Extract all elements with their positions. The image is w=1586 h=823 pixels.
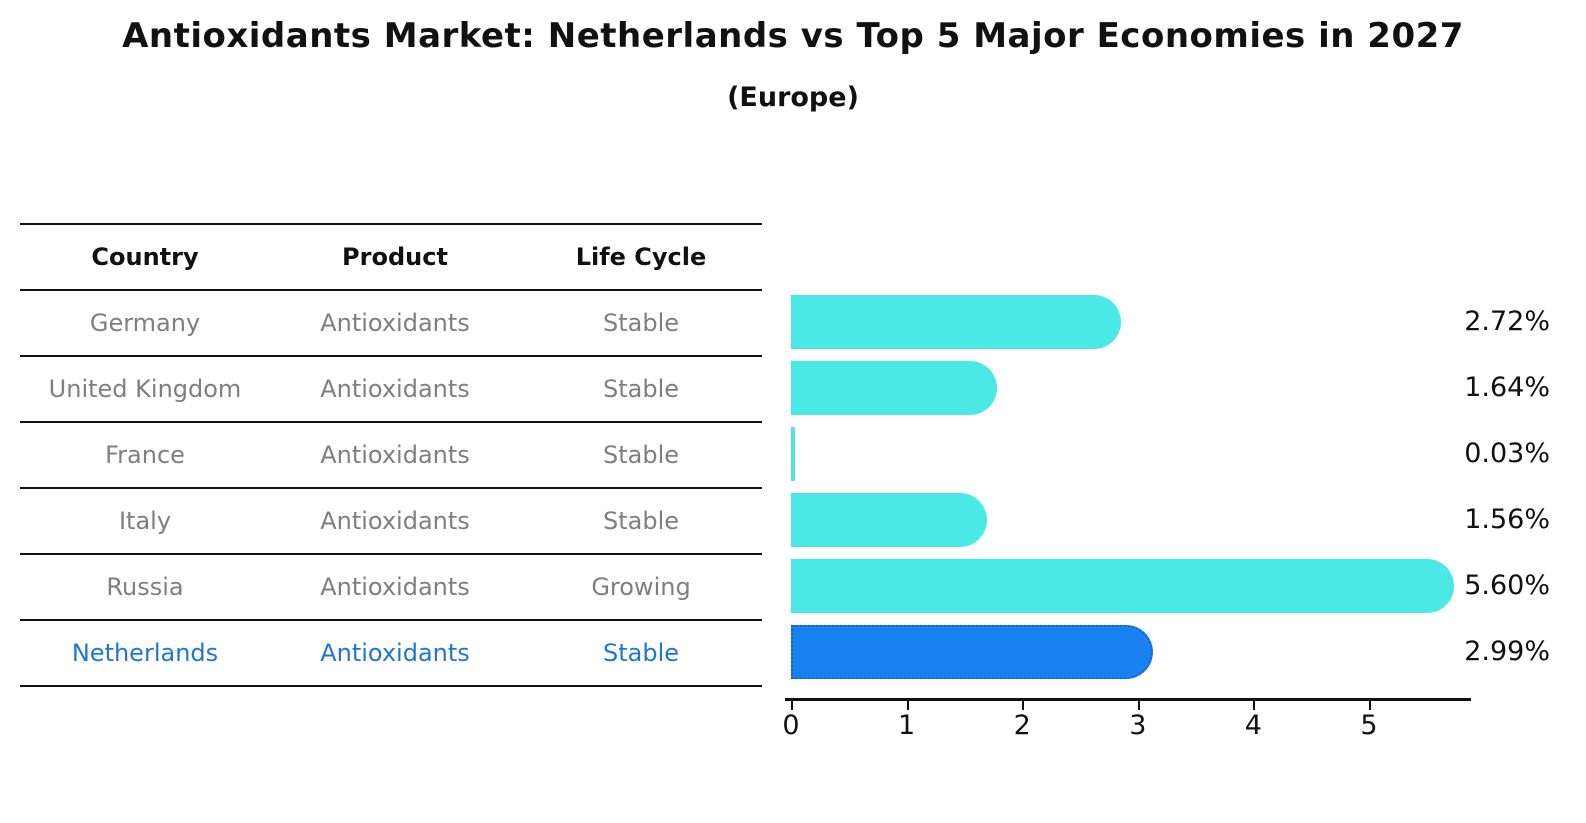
bar-row bbox=[791, 619, 1471, 685]
value-label: 2.99% bbox=[1464, 636, 1550, 667]
x-tick-label: 2 bbox=[1013, 710, 1031, 741]
lifecycle-cell: Growing bbox=[591, 573, 691, 601]
value-label: 0.03% bbox=[1464, 438, 1550, 469]
x-tick-mark bbox=[1369, 701, 1371, 710]
bar-russia bbox=[791, 559, 1455, 613]
country-cell: Russia bbox=[106, 573, 184, 601]
x-tick-mark bbox=[1137, 701, 1140, 710]
bar-row bbox=[791, 289, 1471, 355]
country-cell: France bbox=[105, 441, 185, 469]
x-tick-mark bbox=[906, 701, 909, 710]
product-cell: Antioxidants bbox=[320, 507, 470, 535]
bar-italy bbox=[791, 493, 988, 547]
table-row: Russia Antioxidants Growing bbox=[20, 555, 762, 621]
value-labels-area: 2.72% 1.64% 0.03% 1.56% 5.60% 2.99% bbox=[1400, 289, 1550, 685]
lifecycle-cell: Stable bbox=[602, 309, 680, 337]
bar-netherlands bbox=[791, 625, 1153, 679]
table-row: Germany Antioxidants Stable bbox=[20, 291, 762, 357]
bar-united-kingdom bbox=[791, 361, 997, 415]
bar-france bbox=[791, 427, 795, 481]
table-body: Germany Antioxidants Stable United Kingdom A… bbox=[20, 291, 762, 687]
bars-area bbox=[791, 289, 1471, 685]
lifecycle-cell: Stable bbox=[602, 639, 680, 667]
table-header-product: Product bbox=[342, 243, 448, 271]
x-tick-label: 5 bbox=[1360, 710, 1378, 741]
x-tick-label: 3 bbox=[1129, 710, 1147, 741]
bar-row bbox=[791, 355, 1471, 421]
x-tick-mark bbox=[791, 701, 793, 710]
country-cell: United Kingdom bbox=[48, 375, 242, 403]
x-tick-label: 1 bbox=[898, 710, 916, 741]
bar-row bbox=[791, 487, 1471, 553]
x-axis-line bbox=[785, 698, 1471, 701]
value-label: 1.56% bbox=[1464, 504, 1550, 535]
product-cell: Antioxidants bbox=[320, 375, 470, 403]
table-row: France Antioxidants Stable bbox=[20, 423, 762, 489]
x-tick-mark bbox=[1253, 701, 1256, 710]
lifecycle-cell: Stable bbox=[602, 507, 680, 535]
product-cell: Antioxidants bbox=[320, 573, 470, 601]
table-row: United Kingdom Antioxidants Stable bbox=[20, 357, 762, 423]
product-cell: Antioxidants bbox=[320, 441, 470, 469]
chart-title: Antioxidants Market: Netherlands vs Top … bbox=[122, 16, 1464, 56]
bar-row bbox=[791, 553, 1471, 619]
country-cell: Netherlands bbox=[71, 639, 219, 667]
value-label: 1.64% bbox=[1464, 372, 1550, 403]
x-tick-mark bbox=[1022, 701, 1025, 710]
lifecycle-cell: Stable bbox=[602, 441, 680, 469]
value-label: 5.60% bbox=[1464, 570, 1550, 601]
value-label: 2.72% bbox=[1464, 306, 1550, 337]
country-cell: Italy bbox=[118, 507, 172, 535]
bar-germany bbox=[791, 295, 1122, 349]
product-cell: Antioxidants bbox=[320, 639, 470, 667]
table-row: Netherlands Antioxidants Stable bbox=[20, 621, 762, 687]
bar-row bbox=[791, 421, 1471, 487]
x-tick-label: 0 bbox=[782, 710, 800, 741]
table-header-row: Country Product Life Cycle bbox=[20, 225, 762, 291]
table-header-lifecycle: Life Cycle bbox=[575, 243, 707, 271]
lifecycle-cell: Stable bbox=[602, 375, 680, 403]
chart-subtitle: (Europe) bbox=[727, 82, 859, 113]
x-tick-label: 4 bbox=[1244, 710, 1262, 741]
country-cell: Germany bbox=[89, 309, 201, 337]
country-table: Country Product Life Cycle Germany Antiox… bbox=[20, 223, 762, 687]
table-header-country: Country bbox=[91, 243, 199, 271]
table-row: Italy Antioxidants Stable bbox=[20, 489, 762, 555]
product-cell: Antioxidants bbox=[320, 309, 470, 337]
